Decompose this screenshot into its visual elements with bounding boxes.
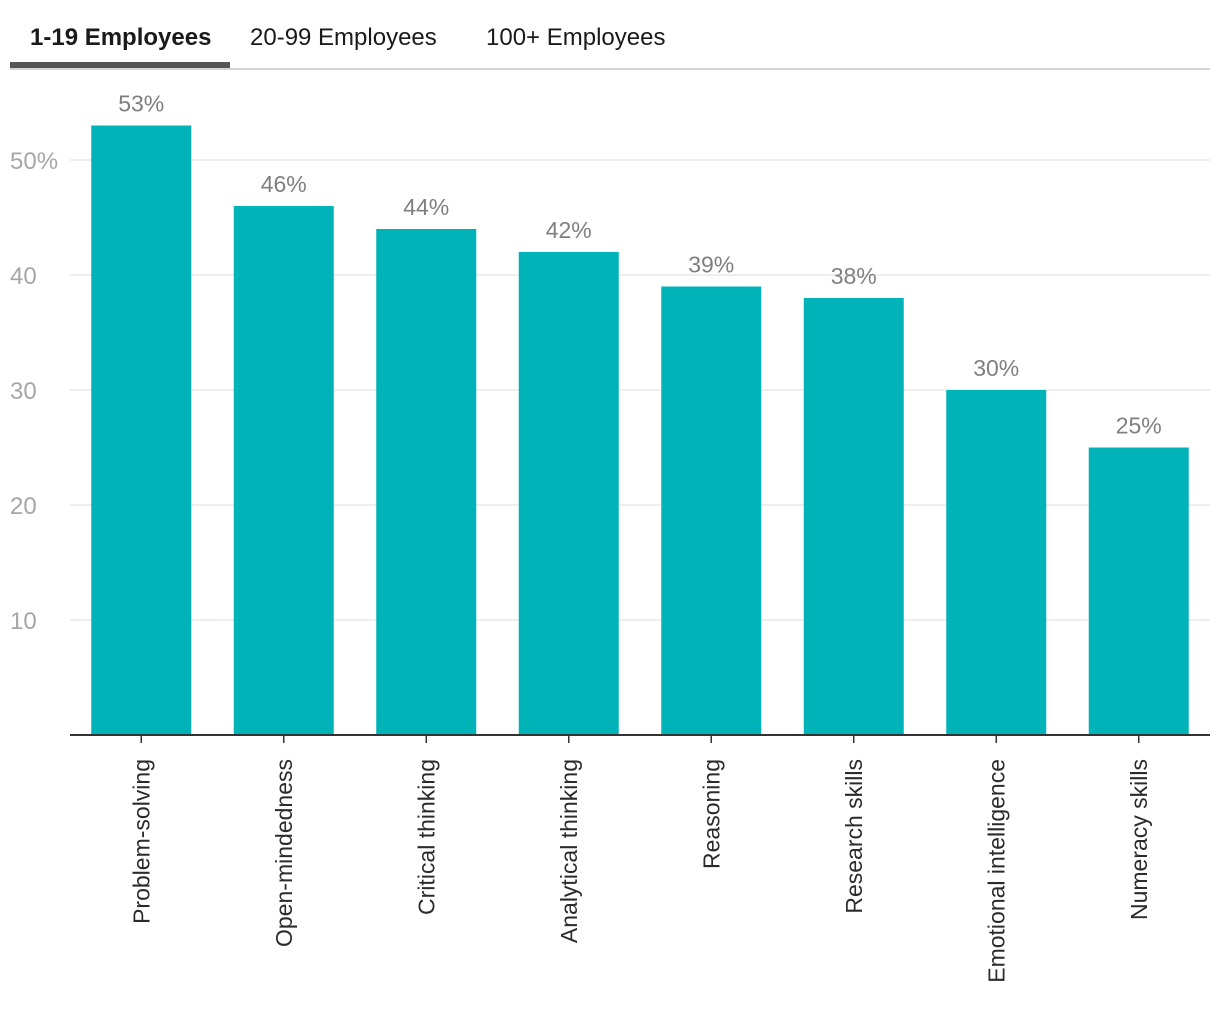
- bar: [946, 390, 1047, 735]
- bar: [376, 229, 477, 735]
- x-category-label: Critical thinking: [413, 759, 439, 915]
- data-label: 25%: [1116, 413, 1162, 439]
- bar: [803, 298, 904, 735]
- bar: [233, 206, 334, 735]
- data-label: 42%: [546, 217, 592, 243]
- tab-100-plus-employees[interactable]: 100+ Employees: [486, 24, 666, 51]
- y-tick-label: 30: [10, 378, 37, 405]
- bar: [91, 125, 192, 735]
- active-tab-indicator: [10, 62, 230, 68]
- data-label: 46%: [261, 171, 307, 197]
- tab-20-99-employees[interactable]: 20-99 Employees: [250, 24, 437, 51]
- bar: [661, 286, 762, 735]
- x-category-label: Numeracy skills: [1126, 759, 1152, 920]
- y-tick-label: 10: [10, 608, 37, 635]
- data-label: 38%: [831, 263, 877, 289]
- x-category-label: Analytical thinking: [556, 759, 582, 943]
- tab-bar: 1-19 Employees 20-99 Employees 100+ Empl…: [10, 0, 1210, 70]
- data-label: 39%: [688, 252, 734, 278]
- data-label: 53%: [118, 91, 164, 117]
- y-tick-label: 20: [10, 493, 37, 520]
- data-label: 44%: [403, 194, 449, 220]
- x-category-label: Research skills: [841, 759, 867, 914]
- y-tick-label: 50%: [10, 148, 58, 175]
- x-category-label: Reasoning: [698, 759, 724, 869]
- x-category-label: Problem-solving: [128, 759, 154, 924]
- bar: [518, 252, 619, 735]
- x-category-label: Open-mindedness: [271, 759, 297, 947]
- tab-1-19-employees[interactable]: 1-19 Employees: [30, 24, 212, 51]
- data-label: 30%: [973, 355, 1019, 381]
- x-category-label: Emotional intelligence: [983, 759, 1009, 983]
- bar: [1088, 447, 1189, 735]
- y-tick-label: 40: [10, 263, 37, 290]
